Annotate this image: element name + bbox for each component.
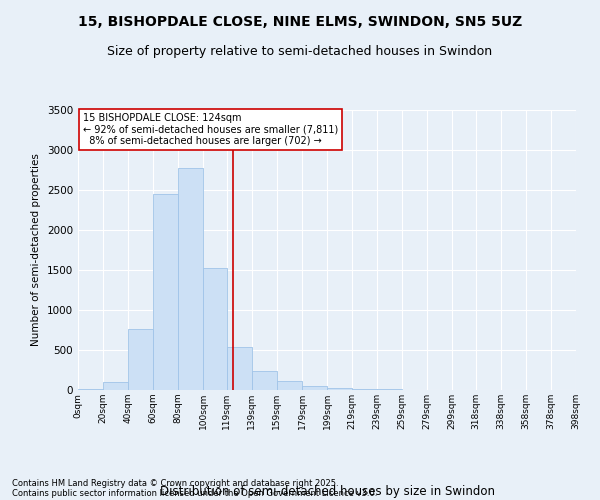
Bar — [352, 389, 377, 390]
Bar — [103, 382, 128, 390]
Bar — [327, 388, 352, 390]
Bar — [78, 389, 103, 390]
X-axis label: Distribution of semi-detached houses by size in Swindon: Distribution of semi-detached houses by … — [160, 484, 494, 498]
Bar — [128, 329, 153, 390]
Bar — [153, 194, 178, 390]
Bar — [302, 386, 327, 390]
Bar — [277, 381, 302, 390]
Y-axis label: Number of semi-detached properties: Number of semi-detached properties — [31, 154, 41, 346]
Text: Contains public sector information licensed under the Open Government Licence v3: Contains public sector information licen… — [12, 488, 377, 498]
Bar — [203, 268, 227, 390]
Text: Size of property relative to semi-detached houses in Swindon: Size of property relative to semi-detach… — [107, 45, 493, 58]
Bar — [252, 371, 277, 390]
Bar — [227, 347, 252, 390]
Text: Contains HM Land Registry data © Crown copyright and database right 2025.: Contains HM Land Registry data © Crown c… — [12, 478, 338, 488]
Bar — [178, 168, 203, 390]
Text: 15, BISHOPDALE CLOSE, NINE ELMS, SWINDON, SN5 5UZ: 15, BISHOPDALE CLOSE, NINE ELMS, SWINDON… — [78, 15, 522, 29]
Text: 15 BISHOPDALE CLOSE: 124sqm
← 92% of semi-detached houses are smaller (7,811)
  : 15 BISHOPDALE CLOSE: 124sqm ← 92% of sem… — [83, 113, 338, 146]
